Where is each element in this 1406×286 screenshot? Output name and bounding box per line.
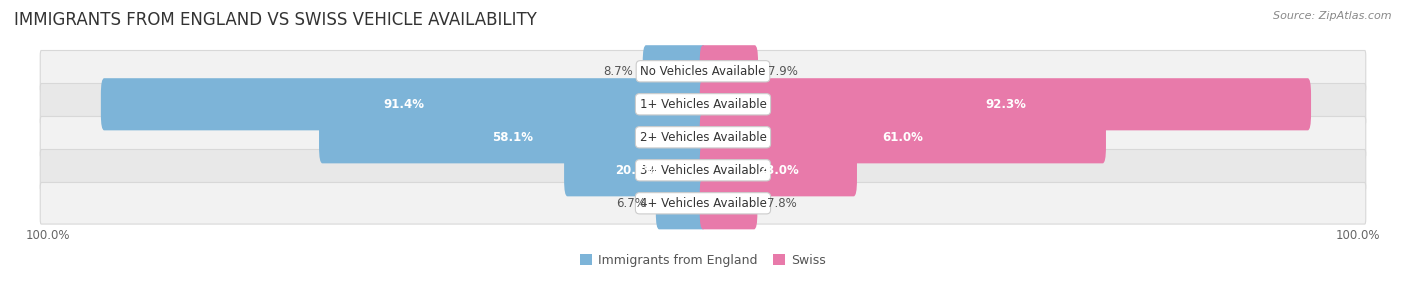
FancyBboxPatch shape — [41, 51, 1365, 92]
FancyBboxPatch shape — [700, 45, 758, 97]
FancyBboxPatch shape — [643, 45, 706, 97]
Text: 58.1%: 58.1% — [492, 131, 533, 144]
Text: 1+ Vehicles Available: 1+ Vehicles Available — [640, 98, 766, 111]
FancyBboxPatch shape — [700, 177, 758, 229]
Text: 92.3%: 92.3% — [986, 98, 1026, 111]
FancyBboxPatch shape — [564, 144, 706, 196]
Legend: Immigrants from England, Swiss: Immigrants from England, Swiss — [575, 249, 831, 272]
Text: 8.7%: 8.7% — [603, 65, 633, 78]
Text: 61.0%: 61.0% — [883, 131, 924, 144]
FancyBboxPatch shape — [700, 78, 1310, 130]
FancyBboxPatch shape — [41, 182, 1365, 224]
Text: 7.8%: 7.8% — [768, 197, 797, 210]
FancyBboxPatch shape — [655, 177, 706, 229]
Text: Source: ZipAtlas.com: Source: ZipAtlas.com — [1274, 11, 1392, 21]
Text: 2+ Vehicles Available: 2+ Vehicles Available — [640, 131, 766, 144]
FancyBboxPatch shape — [700, 144, 858, 196]
Text: 4+ Vehicles Available: 4+ Vehicles Available — [640, 197, 766, 210]
Text: IMMIGRANTS FROM ENGLAND VS SWISS VEHICLE AVAILABILITY: IMMIGRANTS FROM ENGLAND VS SWISS VEHICLE… — [14, 11, 537, 29]
FancyBboxPatch shape — [41, 150, 1365, 191]
FancyBboxPatch shape — [41, 84, 1365, 125]
FancyBboxPatch shape — [41, 116, 1365, 158]
Text: 3+ Vehicles Available: 3+ Vehicles Available — [640, 164, 766, 177]
Text: 7.9%: 7.9% — [768, 65, 797, 78]
FancyBboxPatch shape — [319, 111, 706, 163]
Text: 23.0%: 23.0% — [758, 164, 799, 177]
Text: No Vehicles Available: No Vehicles Available — [640, 65, 766, 78]
Text: 91.4%: 91.4% — [382, 98, 425, 111]
FancyBboxPatch shape — [101, 78, 706, 130]
Text: 20.7%: 20.7% — [614, 164, 655, 177]
FancyBboxPatch shape — [700, 111, 1107, 163]
Text: 6.7%: 6.7% — [616, 197, 645, 210]
